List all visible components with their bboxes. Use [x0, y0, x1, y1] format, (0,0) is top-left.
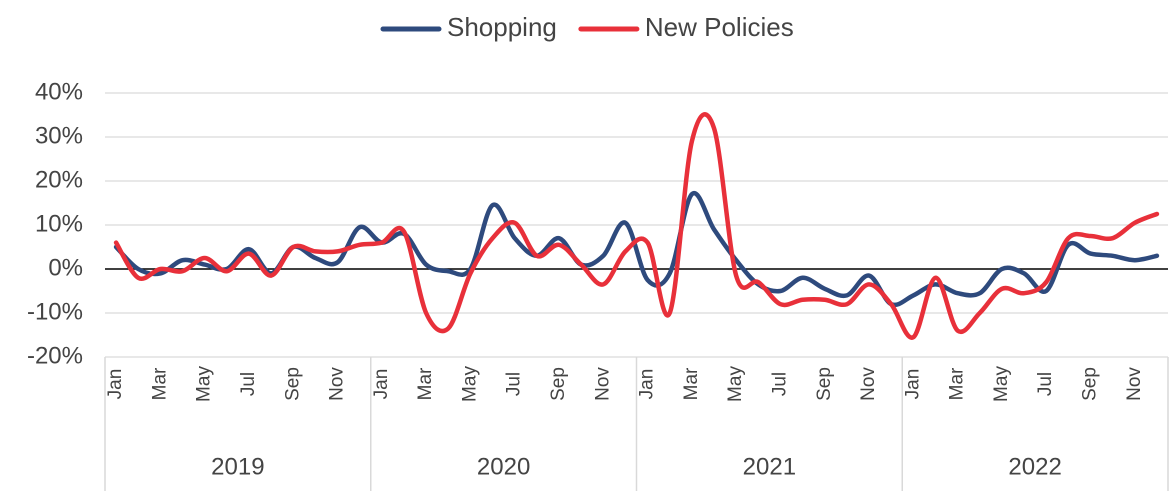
- y-tick-label: 30%: [35, 122, 83, 149]
- x-tick-label: Nov: [592, 367, 613, 401]
- x-tick-label: Mar: [947, 367, 968, 400]
- x-tick-label: Sep: [548, 367, 569, 401]
- y-tick-label: 20%: [35, 166, 83, 193]
- x-tick-label: Mar: [681, 367, 702, 400]
- y-tick-label: 40%: [35, 78, 83, 105]
- y-tick-label: -10%: [27, 298, 83, 325]
- x-tick-label: May: [991, 366, 1012, 402]
- x-tick-label: Jul: [769, 372, 790, 396]
- x-tick-label: Nov: [1124, 367, 1145, 401]
- x-tick-label: Sep: [282, 367, 303, 401]
- series-line: [113, 112, 1160, 340]
- x-tick-label: Mar: [415, 367, 436, 400]
- x-tick-label: Nov: [858, 367, 879, 401]
- x-tick-label: May: [459, 366, 480, 402]
- x-tick-label: Jul: [1035, 372, 1056, 396]
- legend-label: Shopping: [447, 12, 557, 42]
- y-tick-label: -20%: [27, 342, 83, 369]
- x-tick-label: Jan: [105, 369, 126, 400]
- x-tick-label: Jan: [371, 369, 392, 400]
- x-tick-label: Nov: [327, 367, 348, 401]
- group-label: 2021: [743, 453, 796, 480]
- group-label: 2019: [211, 453, 264, 480]
- group-label: 2020: [477, 453, 530, 480]
- x-tick-label: Jan: [902, 369, 923, 400]
- x-tick-label: Sep: [814, 367, 835, 401]
- x-tick-label: Sep: [1080, 367, 1101, 401]
- x-tick-label: Jul: [504, 372, 525, 396]
- x-tick-label: Jan: [637, 369, 658, 400]
- x-tick-label: Jul: [238, 372, 259, 396]
- group-label: 2022: [1008, 453, 1061, 480]
- y-tick-label: 10%: [35, 210, 83, 237]
- x-tick-label: May: [725, 366, 746, 402]
- legend-label: New Policies: [645, 12, 794, 42]
- x-tick-label: May: [194, 366, 215, 402]
- y-tick-label: 0%: [48, 254, 83, 281]
- x-tick-label: Mar: [149, 367, 170, 400]
